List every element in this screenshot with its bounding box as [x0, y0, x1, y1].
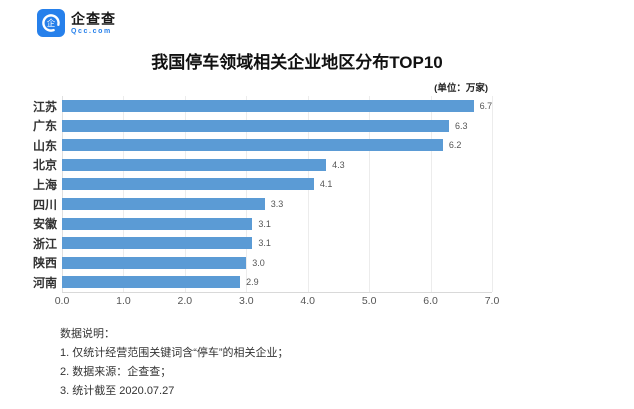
brand-domain: Qcc.com: [71, 27, 112, 35]
bar-chart: 江苏广东山东北京上海四川安徽浙江陕西河南 6.7 6.3 6.2 4.3 4.1 3.3 3…: [33, 96, 499, 307]
y-axis-line: [62, 96, 63, 292]
bar: [62, 139, 443, 152]
bar-value-label: 6.7: [479, 101, 493, 111]
gridline: [246, 96, 248, 292]
bar-value-label: 3.3: [270, 199, 284, 209]
chart-title: 我国停车领域相关企业地区分布TOP10: [151, 53, 443, 72]
bar-value-label: 4.1: [319, 179, 333, 190]
x-tick-label: 1.0: [116, 295, 131, 307]
plot-area: 6.7 6.3 6.2 4.3 4.1 3.3 3.1 3.1 3.0 2.9: [62, 96, 493, 293]
x-tick-label: 3.0: [238, 295, 254, 307]
bar: [62, 276, 241, 289]
notes-list: 1. 仅统计经营范围关键词含“停车”的相关企业； 2. 数据来源：企查查； 3. 统…: [60, 344, 289, 401]
bar: [62, 178, 314, 191]
bar: [62, 198, 265, 210]
category-label: 北京: [33, 158, 58, 173]
category-label: 河南: [33, 275, 58, 290]
bar: [62, 100, 474, 112]
x-axis-ticks: 0.0 1.0 2.0 3.0 4.0 5.0 6.0 7.0: [55, 295, 500, 309]
qcc-logo-icon: 企: [37, 9, 65, 37]
x-tick-label: 4.0: [300, 295, 316, 307]
gridline: [307, 96, 309, 292]
bar: [62, 217, 253, 230]
brand-name: 企查查: [71, 10, 116, 27]
bar-value-label: 6.3: [455, 120, 468, 131]
note-item: 2. 数据来源：企查查；: [60, 366, 172, 378]
bar-value-label: 4.3: [332, 159, 345, 170]
category-label: 安徽: [33, 217, 58, 232]
svg-text:企: 企: [47, 18, 56, 29]
category-label: 陕西: [33, 256, 58, 271]
note-item: 3. 统计截至 2020.07.27: [60, 385, 175, 397]
bar: [62, 119, 449, 132]
x-tick-label: 6.0: [423, 295, 438, 307]
x-tick-label: 0.0: [54, 295, 70, 307]
x-tick-label: 7.0: [484, 295, 500, 307]
category-label: 四川: [33, 197, 58, 212]
bar-value-label: 3.1: [258, 218, 271, 229]
category-label: 江苏: [33, 99, 58, 114]
bar: [62, 256, 247, 269]
category-label: 山东: [33, 138, 58, 153]
notes-heading: 数据说明：: [60, 328, 115, 340]
bar-value-label: 3.1: [258, 238, 271, 249]
gridline: [430, 96, 432, 292]
bar-value-label: 3.0: [252, 257, 265, 268]
bar: [62, 237, 253, 250]
unit-label: (单位：万家): [434, 83, 488, 94]
note-item: 1. 仅统计经营范围关键词含“停车”的相关企业；: [60, 347, 289, 359]
gridline: [123, 96, 125, 292]
x-tick-label: 2.0: [177, 295, 193, 307]
qcc-logo-text: 企查查 Qcc.com: [71, 10, 116, 35]
data-notes: 数据说明： 1. 仅统计经营范围关键词含“停车”的相关企业； 2. 数据来源：企查…: [60, 325, 289, 401]
x-tick-label: 5.0: [361, 295, 377, 307]
category-label: 上海: [33, 177, 58, 192]
gridline: [369, 96, 371, 292]
gridline: [184, 96, 186, 292]
qcc-logo: 企 企查查 Qcc.com: [37, 9, 116, 37]
category-label: 浙江: [33, 236, 58, 251]
category-label: 广东: [33, 119, 58, 134]
bar: [62, 158, 327, 171]
bar-value-label: 2.9: [246, 277, 259, 288]
gridline: [492, 96, 493, 292]
bar-value-label: 6.2: [448, 140, 462, 151]
